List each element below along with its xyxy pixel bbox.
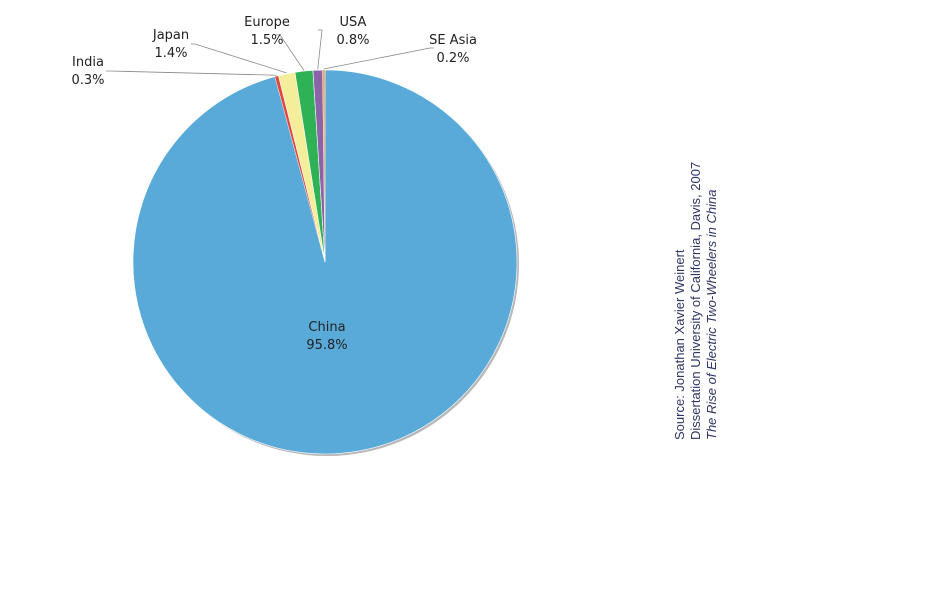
slice-value-japan: 1.4% [154,46,187,61]
slice-label-japan: Japan [152,28,189,43]
slice-value-europe: 1.5% [250,33,283,48]
slice-labels: China 95.8% India 0.3% Japan 1.4% Europe 1.5% US… [71,15,476,353]
source-note: Source: Jonathan Xavier Weinert Disserta… [672,162,720,440]
slice-label-europe: Europe [244,15,290,30]
slice-value-india: 0.3% [71,73,104,88]
slice-label-usa: USA [340,15,367,30]
slice-value-se-asia: 0.2% [436,51,469,66]
leader-line-japan [191,43,287,74]
slice-value-china: 95.8% [306,338,347,353]
leader-line-se-asia [323,47,434,70]
slice-label-china: China [308,320,345,335]
leader-line-india [106,70,277,76]
slice-label-india: India [72,55,104,70]
source-dissertation: Dissertation University of California, D… [688,161,703,440]
source-title: The Rise of Electric Two-Wheelers in Chi… [704,189,719,440]
pie-slices [132,69,518,455]
leader-line-europe [276,34,305,71]
source-author: Source: Jonathan Xavier Weinert [672,249,687,440]
pie-slice-se-asia [322,69,326,263]
leader-lines [106,29,434,76]
slice-label-se-asia: SE Asia [429,33,477,48]
slice-value-usa: 0.8% [336,33,369,48]
leader-line-usa [317,29,323,70]
